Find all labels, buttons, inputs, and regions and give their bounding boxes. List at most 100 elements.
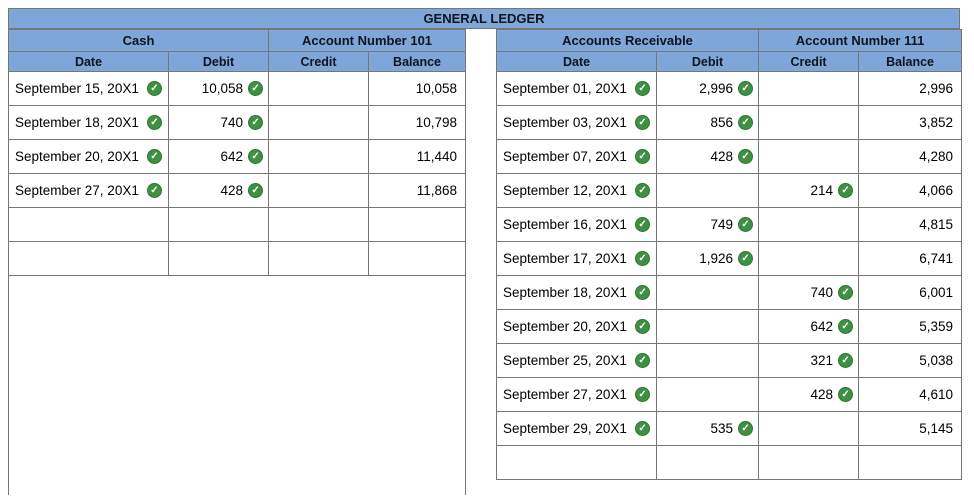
panel-cash-account: Cash Account Number 101 Date Debit Credit B… (7, 29, 467, 495)
date-cell: September 12, 20X1 ✓ (496, 173, 658, 208)
debit-cell: 10,058 ✓ (167, 71, 270, 106)
date-value: September 29, 20X1 (503, 421, 627, 436)
column-header-date: Date (8, 51, 169, 72)
date-cell: September 25, 20X1 ✓ (496, 343, 658, 378)
debit-value: 642 (220, 149, 244, 164)
debit-cell (656, 275, 760, 310)
debit-cell: 740 ✓ (167, 105, 270, 140)
account-number: Account Number 111 (758, 29, 963, 52)
credit-cell (268, 105, 370, 140)
ledger-row (8, 207, 467, 242)
date-value: September 18, 20X1 (15, 115, 139, 130)
check-circle-icon: ✓ (738, 421, 754, 436)
date-cell: September 07, 20X1 ✓ (496, 139, 658, 174)
credit-cell (758, 411, 860, 446)
debit-cell: 749 ✓ (656, 207, 760, 242)
balance-cell: 5,145 (858, 411, 963, 446)
balance-value: 6,001 (919, 285, 954, 300)
general-ledger: GENERAL LEDGER Cash Account Number 101 D… (7, 8, 963, 495)
debit-cell: 642 ✓ (167, 139, 270, 174)
debit-value: 2,996 (699, 81, 734, 96)
account-name: Cash (7, 29, 270, 52)
column-header-debit: Debit (167, 51, 270, 72)
date-cell: September 20, 20X1 ✓ (496, 309, 658, 344)
accounts-receivable-ledger-table: Accounts Receivable Account Number 111 D… (496, 29, 963, 480)
credit-cell (758, 105, 860, 140)
balance-value: 4,280 (919, 149, 954, 164)
check-circle-icon: ✓ (635, 421, 651, 436)
check-circle-icon: ✓ (838, 285, 854, 300)
check-circle-icon: ✓ (147, 81, 162, 96)
check-circle-icon: ✓ (248, 183, 264, 198)
date-cell (496, 445, 658, 480)
check-circle-icon: ✓ (635, 387, 651, 402)
check-circle-icon: ✓ (635, 217, 651, 232)
date-value: September 25, 20X1 (503, 353, 627, 368)
column-header-debit: Debit (656, 51, 760, 72)
check-circle-icon: ✓ (635, 319, 651, 334)
date-cell: September 01, 20X1 ✓ (496, 71, 658, 106)
balance-value: 5,359 (919, 319, 954, 334)
date-cell: September 15, 20X1 ✓ (8, 71, 169, 106)
check-circle-icon: ✓ (838, 319, 854, 334)
date-value: September 01, 20X1 (503, 81, 627, 96)
debit-value: 428 (710, 149, 734, 164)
debit-cell (656, 377, 760, 412)
check-circle-icon: ✓ (635, 149, 651, 164)
date-cell: September 03, 20X1 ✓ (496, 105, 658, 140)
balance-cell: 4,815 (858, 207, 963, 242)
date-value: September 27, 20X1 (503, 387, 627, 402)
date-value: September 12, 20X1 (503, 183, 627, 198)
ledger-row: September 15, 20X1 ✓ 10,058 ✓ 10,058 (8, 71, 467, 106)
ledger-row: September 25, 20X1 ✓ 321 ✓ 5,038 (496, 343, 963, 378)
check-circle-icon: ✓ (248, 81, 264, 96)
ledger-row: September 16, 20X1 ✓ 749 ✓ 4,815 (496, 207, 963, 242)
balance-cell: 2,996 (858, 71, 963, 106)
date-cell: September 18, 20X1 ✓ (496, 275, 658, 310)
balance-value: 2,996 (919, 81, 954, 96)
ledger-row: September 27, 20X1 ✓ 428 ✓ 4,610 (496, 377, 963, 412)
date-value: September 20, 20X1 (503, 319, 627, 334)
date-cell (8, 241, 169, 276)
credit-cell (268, 71, 370, 106)
ledger-row: September 07, 20X1 ✓ 428 ✓ 4,280 (496, 139, 963, 174)
debit-cell (656, 173, 760, 208)
balance-cell: 11,868 (368, 173, 467, 208)
column-header-row: Date Debit Credit Balance (8, 51, 467, 72)
debit-value: 10,058 (201, 81, 244, 96)
account-header-row: Accounts Receivable Account Number 111 (496, 29, 963, 52)
balance-cell: 4,066 (858, 173, 963, 208)
balance-cell: 6,741 (858, 241, 963, 276)
ledger-row: September 03, 20X1 ✓ 856 ✓ 3,852 (496, 105, 963, 140)
column-header-credit: Credit (758, 51, 860, 72)
credit-cell (758, 445, 860, 480)
credit-value: 740 (810, 285, 834, 300)
debit-value: 1,926 (699, 251, 734, 266)
ledger-row: September 20, 20X1 ✓ 642 ✓ 5,359 (496, 309, 963, 344)
check-circle-icon: ✓ (738, 149, 754, 164)
ledger-row (8, 241, 467, 276)
debit-cell: 2,996 ✓ (656, 71, 760, 106)
date-cell: September 20, 20X1 ✓ (8, 139, 169, 174)
balance-cell: 6,001 (858, 275, 963, 310)
check-circle-icon: ✓ (635, 115, 651, 130)
credit-cell (268, 173, 370, 208)
debit-value: 749 (710, 217, 734, 232)
ledger-row: September 12, 20X1 ✓ 214 ✓ 4,066 (496, 173, 963, 208)
credit-cell (758, 241, 860, 276)
ledger-row: September 20, 20X1 ✓ 642 ✓ 11,440 (8, 139, 467, 174)
credit-cell (758, 71, 860, 106)
check-circle-icon: ✓ (635, 285, 651, 300)
credit-cell: 642 ✓ (758, 309, 860, 344)
balance-cell: 11,440 (368, 139, 467, 174)
check-circle-icon: ✓ (838, 387, 854, 402)
credit-value: 214 (810, 183, 834, 198)
check-circle-icon: ✓ (838, 183, 854, 198)
ledger-row: September 18, 20X1 ✓ 740 ✓ 6,001 (496, 275, 963, 310)
ledger-row: September 27, 20X1 ✓ 428 ✓ 11,868 (8, 173, 467, 208)
panel-accounts-receivable: Accounts Receivable Account Number 111 D… (496, 29, 963, 480)
check-circle-icon: ✓ (147, 183, 162, 198)
balance-cell: 5,359 (858, 309, 963, 344)
check-circle-icon: ✓ (635, 183, 651, 198)
date-value: September 03, 20X1 (503, 115, 627, 130)
